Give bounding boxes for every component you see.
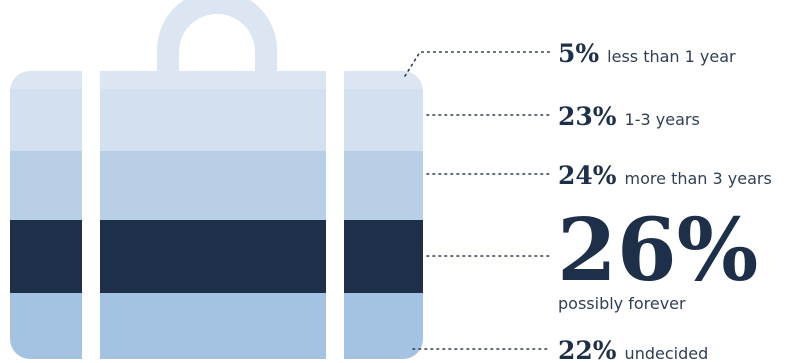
suitcase-bands [10,71,423,359]
leader-lines [404,51,551,350]
suitcase-strap-right [326,60,344,363]
percent-label-3: 24% [558,161,617,190]
percent-label-2: 23% [558,102,617,131]
band-1 [10,71,423,89]
percent-label-5: 22% [558,336,617,363]
percent-label-1: 5% [558,39,599,68]
percent-label-4: 26% [557,200,758,301]
band-2 [10,89,423,151]
data-label-1: 5% less than 1 year [558,39,736,68]
data-label-2: 23% 1-3 years [558,102,700,131]
data-label-5: 22% undecided [558,336,708,363]
band-3 [10,151,423,220]
band-5 [10,293,423,359]
leader-line-1 [404,51,551,77]
category-label-2: 1-3 years [625,110,700,129]
suitcase-handle [157,0,277,71]
category-label-1: less than 1 year [607,47,736,66]
category-label-5: undecided [625,344,709,363]
category-label-3: more than 3 years [625,169,772,188]
band-4 [10,220,423,293]
suitcase-strap-left [82,60,100,363]
data-label-3: 24% more than 3 years [558,161,772,190]
data-labels: 5% less than 1 year 23% 1-3 years 24% more th… [557,39,772,363]
category-label-4: possibly forever [558,294,686,313]
